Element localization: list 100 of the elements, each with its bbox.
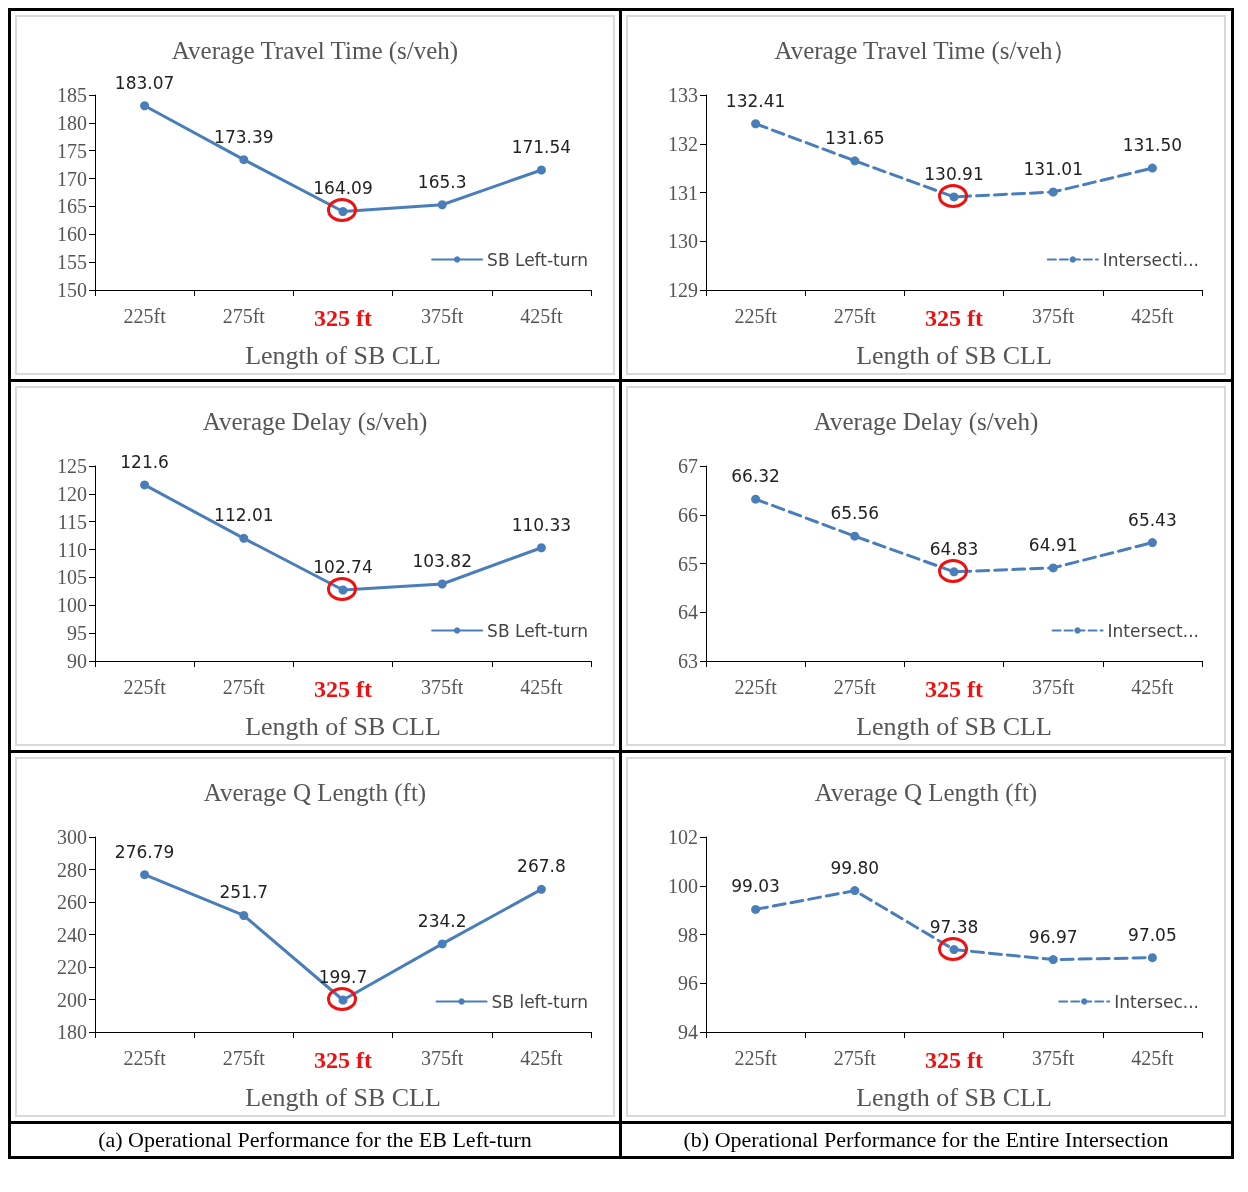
- data-label: 234.2: [417, 910, 467, 931]
- data-label: 99.80: [830, 857, 880, 878]
- data-label: 276.79: [114, 841, 175, 862]
- y-tick-label: 280: [57, 858, 87, 881]
- x-tick-label: 325 ft: [314, 305, 372, 331]
- x-tick-label: 425ft: [520, 676, 563, 698]
- data-label: 130.91: [924, 163, 984, 184]
- data-label: 96.97: [1028, 926, 1078, 947]
- x-tick-label: 425ft: [1131, 305, 1174, 327]
- x-tick-label: 325 ft: [925, 305, 983, 331]
- x-tick-label: 275ft: [833, 676, 877, 698]
- y-tick-label: 115: [57, 510, 87, 533]
- x-tick-label: 225ft: [123, 676, 167, 698]
- y-tick-label: 150: [57, 279, 87, 301]
- y-tick-label: 240: [57, 923, 87, 946]
- data-label: 97.05: [1128, 924, 1177, 945]
- data-label: 65.43: [1128, 509, 1177, 530]
- x-tick-label: 275ft: [222, 676, 266, 698]
- x-axis-title: Length of SB CLL: [245, 1082, 441, 1112]
- legend-label: Intersect...: [1107, 620, 1200, 641]
- y-tick-label: 180: [57, 111, 87, 134]
- x-tick-label: 375ft: [421, 1047, 464, 1069]
- data-label: 199.7: [318, 966, 368, 987]
- data-label: 183.07: [114, 72, 175, 93]
- x-tick-label: 275ft: [222, 305, 266, 327]
- y-tick-label: 133: [668, 84, 698, 106]
- y-tick-label: 220: [57, 956, 87, 978]
- x-tick-label: 375ft: [421, 305, 464, 327]
- text: (a) Operational Performance for the EB Left-turn: [98, 1127, 532, 1152]
- data-label: 171.54: [511, 136, 572, 157]
- y-tick-label: 200: [57, 988, 87, 1011]
- y-tick-label: 102: [668, 826, 698, 848]
- y-tick-label: 110: [57, 538, 87, 561]
- x-tick-label: 275ft: [833, 305, 877, 327]
- chart-title: Average Q Length (ft): [814, 779, 1038, 807]
- x-tick-label: 275ft: [222, 1047, 266, 1069]
- y-tick-label: 100: [57, 594, 87, 617]
- y-tick-label: 129: [668, 279, 698, 301]
- x-tick-label: 225ft: [734, 305, 778, 327]
- x-tick-label: 325 ft: [925, 676, 983, 702]
- chart-title: Average Travel Time (s/veh）: [774, 37, 1078, 65]
- chart-title: Average Delay (s/veh): [202, 408, 428, 436]
- data-label: 103.82: [412, 551, 472, 571]
- x-tick-label: 225ft: [123, 305, 167, 327]
- y-tick-label: 64: [678, 601, 698, 624]
- data-label: 131.01: [1023, 159, 1083, 180]
- data-label: 65.56: [830, 503, 880, 524]
- legend-label: SB Left-turn: [487, 620, 589, 641]
- y-tick-label: 125: [57, 455, 87, 477]
- chart-title: Average Travel Time (s/veh): [171, 37, 459, 65]
- data-label: 64.83: [929, 538, 979, 559]
- data-label: 132.41: [725, 90, 786, 111]
- x-tick-label: 225ft: [734, 1047, 778, 1069]
- data-label: 66.32: [731, 466, 780, 487]
- legend-label: SB left-turn: [491, 991, 589, 1012]
- x-tick-label: 425ft: [1131, 676, 1174, 698]
- legend-label: Intersec...: [1114, 991, 1200, 1012]
- x-axis-title: Length of SB CLL: [245, 711, 441, 741]
- y-tick-label: 95: [67, 622, 87, 645]
- x-axis-title: Length of SB CLL: [856, 1082, 1052, 1112]
- y-tick-label: 120: [57, 482, 87, 505]
- x-tick-label: 225ft: [734, 676, 778, 698]
- x-tick-label: 225ft: [123, 1047, 167, 1069]
- data-label: 164.09: [313, 178, 373, 199]
- x-axis-title: Length of SB CLL: [245, 340, 441, 370]
- x-tick-label: 425ft: [520, 1047, 563, 1069]
- data-label: 99.03: [731, 876, 780, 897]
- x-tick-label: 425ft: [1131, 1047, 1174, 1069]
- y-tick-label: 300: [57, 826, 87, 848]
- data-label: 131.65: [825, 127, 885, 148]
- y-tick-label: 165: [57, 195, 87, 218]
- data-label: 121.6: [120, 451, 169, 472]
- data-label: 165.3: [417, 171, 467, 192]
- x-tick-label: 375ft: [421, 676, 464, 698]
- x-tick-label: 375ft: [1032, 1047, 1075, 1069]
- x-tick-label: 375ft: [1032, 305, 1075, 327]
- chart-title: Average Delay (s/veh): [813, 408, 1039, 436]
- y-tick-label: 130: [668, 230, 698, 253]
- y-tick-label: 67: [678, 455, 698, 477]
- x-tick-label: 325 ft: [314, 1047, 372, 1073]
- data-label: 64.91: [1028, 534, 1078, 555]
- y-tick-label: 160: [57, 223, 87, 246]
- data-label: 112.01: [214, 505, 274, 526]
- text: (b) Operational Performance for the Entire Intersection: [683, 1127, 1169, 1152]
- x-tick-label: 275ft: [833, 1047, 877, 1069]
- data-label: 267.8: [517, 856, 566, 877]
- x-tick-label: 375ft: [1032, 676, 1075, 698]
- y-tick-label: 98: [678, 923, 698, 946]
- x-tick-label: 325 ft: [314, 676, 372, 702]
- y-tick-label: 185: [57, 84, 87, 106]
- y-tick-label: 66: [678, 503, 698, 526]
- y-tick-label: 96: [678, 972, 698, 995]
- y-tick-label: 155: [57, 251, 87, 274]
- x-axis-title: Length of SB CLL: [856, 340, 1052, 370]
- y-tick-label: 131: [668, 181, 698, 204]
- y-tick-label: 175: [57, 139, 87, 162]
- legend-label: SB Left-turn: [487, 249, 589, 270]
- chart-title: Average Q Length (ft): [203, 779, 427, 807]
- data-label: 110.33: [511, 514, 572, 535]
- y-tick-label: 105: [57, 566, 87, 589]
